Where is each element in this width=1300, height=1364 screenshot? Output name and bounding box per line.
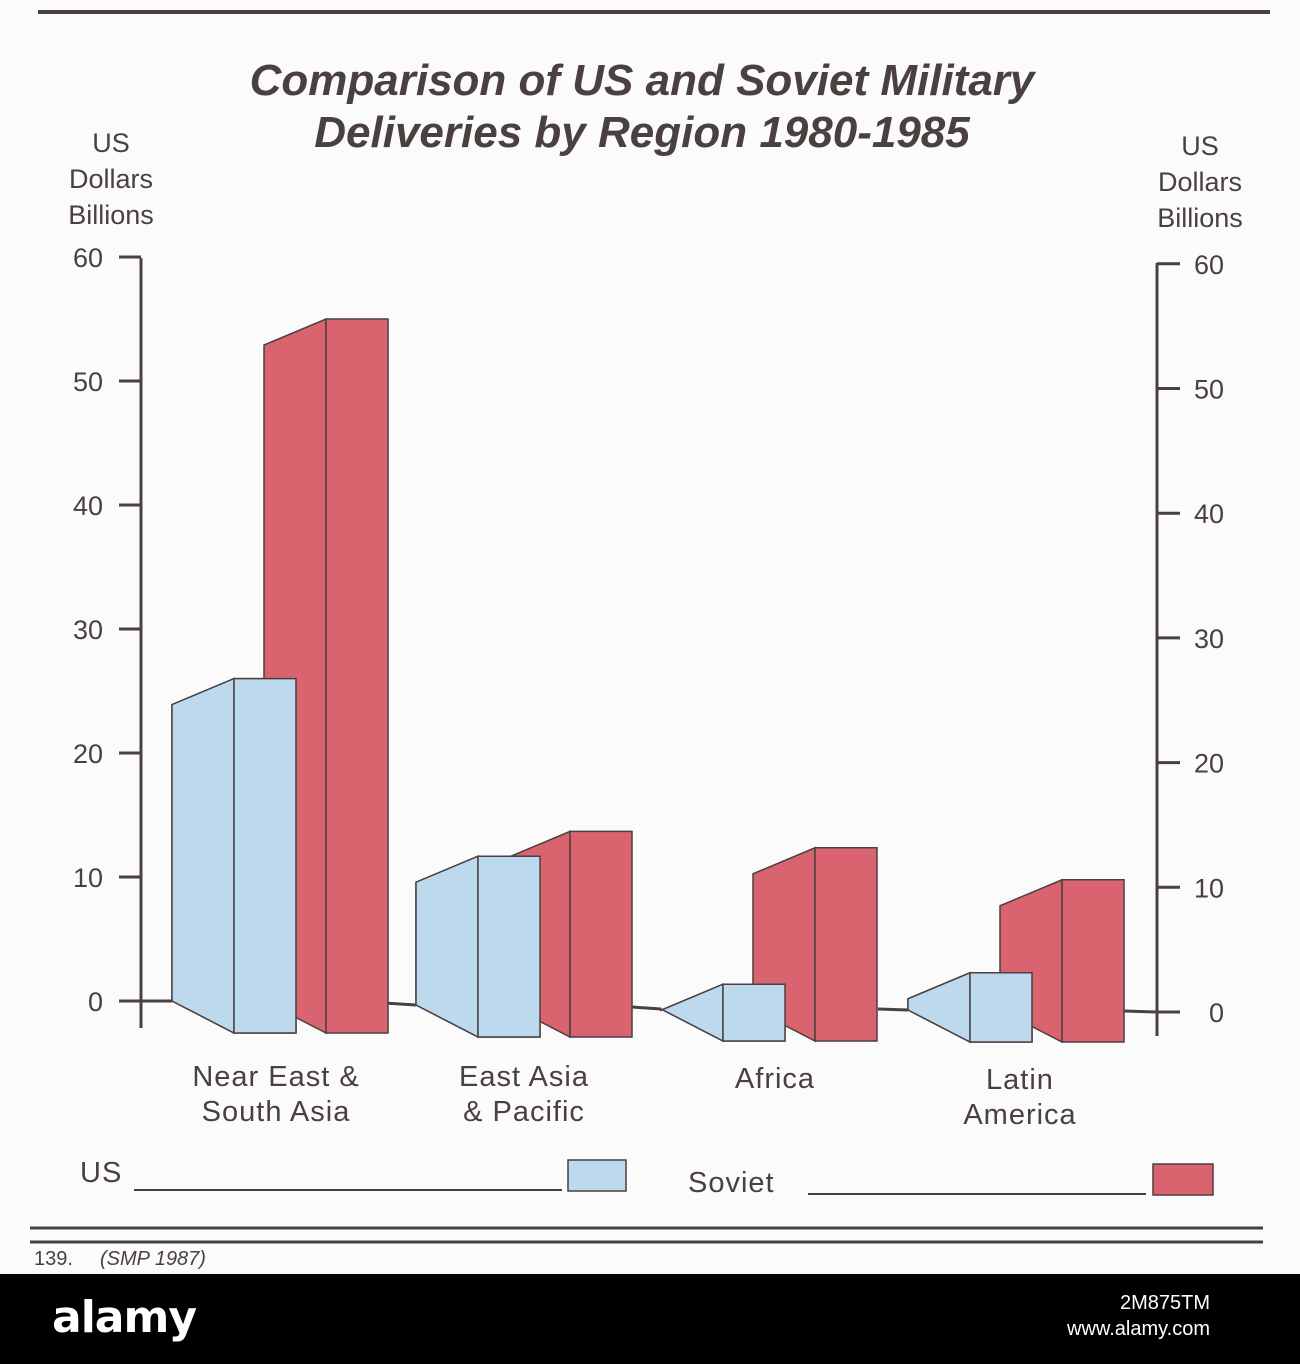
bar-us xyxy=(660,983,786,1043)
y-right-tick-label: 0 xyxy=(1209,998,1224,1028)
y-left-tick-label: 40 xyxy=(73,491,103,521)
bar-us xyxy=(171,677,297,1035)
watermark-image-id: 2M875TM xyxy=(1119,1292,1210,1314)
baseline-segment xyxy=(631,1005,662,1011)
y-axis-right-label-1: US xyxy=(1181,131,1219,161)
y-axis-right-label-3: Billions xyxy=(1157,203,1243,233)
legend-swatch-us xyxy=(567,1159,627,1192)
bar-us xyxy=(415,855,541,1039)
category-label: America xyxy=(963,1099,1076,1131)
y-left-tick-label: 50 xyxy=(73,367,103,397)
watermark-logo: alamy xyxy=(52,1292,197,1343)
category-labels: Near East &South Asia East Asia& Pacific A… xyxy=(192,1061,1076,1131)
y-left-tick-label: 60 xyxy=(73,243,103,273)
y-axis-left-label-1: US xyxy=(92,128,130,158)
y-axis-left-ticks: 0 10 20 30 40 50 60 xyxy=(73,243,141,1017)
legend-label-us: US xyxy=(80,1157,122,1189)
category-label: Latin xyxy=(986,1064,1054,1096)
legend: US Soviet xyxy=(80,1157,1214,1199)
footer-number: 139. xyxy=(34,1248,73,1270)
legend-label-soviet: Soviet xyxy=(688,1167,775,1199)
y-right-tick-label: 10 xyxy=(1194,873,1224,903)
y-right-tick-label: 20 xyxy=(1194,749,1224,779)
y-right-tick-label: 50 xyxy=(1194,375,1224,405)
chart-title-line-1: Comparison of US and Soviet Military xyxy=(250,56,1037,105)
baseline-segment xyxy=(877,1007,909,1012)
legend-swatch-soviet xyxy=(1152,1163,1214,1196)
baselines xyxy=(141,999,1158,1014)
y-axis-right-label-2: Dollars xyxy=(1158,167,1242,197)
category-label: & Pacific xyxy=(463,1096,585,1128)
y-left-tick-label: 10 xyxy=(73,863,103,893)
watermark-id: 2M875TM www.alamy.com xyxy=(1067,1290,1210,1342)
category-label: Near East & xyxy=(192,1061,359,1093)
y-axis-right-ticks: 0 10 20 30 40 50 60 xyxy=(1157,250,1224,1028)
y-axis-left-label-3: Billions xyxy=(68,200,154,230)
category-label: East Asia xyxy=(459,1061,589,1093)
footer-source: (SMP 1987) xyxy=(100,1248,206,1270)
y-right-tick-label: 40 xyxy=(1194,499,1224,529)
y-left-tick-label: 20 xyxy=(73,739,103,769)
y-right-tick-label: 60 xyxy=(1194,250,1224,280)
bars xyxy=(171,317,1125,1044)
chart-title-line-2: Deliveries by Region 1980-1985 xyxy=(314,108,970,157)
y-left-tick-label: 0 xyxy=(88,987,103,1017)
watermark-banner xyxy=(0,1274,1300,1364)
watermark-site: www.alamy.com xyxy=(1067,1318,1210,1340)
baseline-segment xyxy=(383,1001,417,1007)
category-label: South Asia xyxy=(202,1096,351,1128)
bar-us xyxy=(907,971,1033,1044)
y-axis-left-label-2: Dollars xyxy=(69,164,153,194)
baseline-segment xyxy=(1123,1009,1158,1014)
y-left-tick-label: 30 xyxy=(73,615,103,645)
category-label: Africa xyxy=(735,1063,815,1095)
y-right-tick-label: 30 xyxy=(1194,624,1224,654)
